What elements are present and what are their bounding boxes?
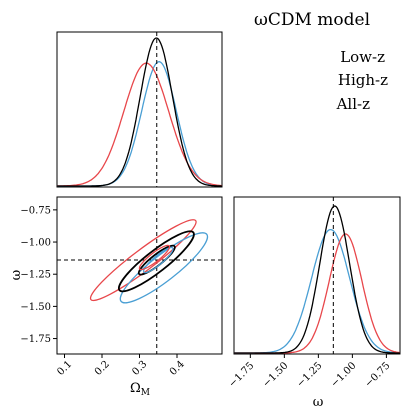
density-curve-low-z [234, 228, 400, 354]
x-axis-ticks: −1.75 −1.50 −1.25 −1.00 −0.75 [227, 354, 393, 390]
density-curve-all-z [234, 205, 400, 354]
density-curve-low-z [57, 61, 222, 187]
density-curve-all-z [57, 37, 223, 187]
panel-frame [56, 31, 223, 188]
x-tick-label: 0.4 [168, 359, 187, 378]
y-tick-label: −0.75 [20, 205, 51, 216]
legend-entry-high-z: High-z [338, 71, 388, 89]
contour-high-z [89, 219, 197, 302]
contour-low-z [119, 232, 209, 304]
x-tick-label: −0.75 [363, 360, 392, 389]
x-tick-label: 0.1 [55, 359, 74, 378]
x-axis-label: ΩM [130, 381, 150, 398]
y-tick-label: −1.75 [20, 334, 51, 345]
legend-entry-low-z: Low-z [340, 48, 385, 66]
legend: Low-z High-z All-z [336, 48, 388, 113]
y-tick-label: −1.50 [20, 302, 51, 313]
x-tick-label: −1.75 [227, 360, 256, 389]
marginal-w-plot [234, 197, 401, 354]
x-tick-label: −1.00 [329, 360, 358, 389]
panel-marginal-w: −1.75 −1.50 −1.25 −1.00 −0.75 ω [227, 196, 401, 410]
y-tick-label: −1.00 [20, 238, 51, 249]
panel-marginal-omega-m [56, 31, 223, 188]
x-tick-label: −1.50 [261, 360, 290, 389]
contour-all-z [117, 230, 195, 293]
density-curve-high-z [234, 233, 401, 354]
figure-title: ωCDM model [254, 10, 370, 30]
x-axis-ticks: 0.1 0.2 0.3 0.4 [55, 354, 187, 378]
y-tick-label: −1.25 [20, 270, 51, 281]
x-tick-label: −1.25 [295, 360, 324, 389]
density-curve-high-z [56, 62, 223, 187]
joint-plot [57, 197, 222, 354]
contour-low-z [142, 246, 174, 274]
legend-entry-all-z: All-z [336, 95, 370, 113]
y-axis-ticks: −0.75 −1.00 −1.25 −1.50 −1.75 [20, 205, 57, 345]
contour-high-z [138, 244, 171, 271]
panel-frame [233, 196, 401, 355]
x-tick-label: 0.2 [93, 359, 112, 378]
panel-joint: 0.1 0.2 0.3 0.4 −0.75 −1.00 −1.25 −1.50 −1.75 Ω… [9, 196, 223, 398]
x-axis-label: ω [313, 395, 324, 410]
marginal-omega-m-plot [56, 32, 223, 187]
y-axis-label: ω [9, 270, 24, 281]
x-tick-label: 0.3 [130, 359, 149, 378]
